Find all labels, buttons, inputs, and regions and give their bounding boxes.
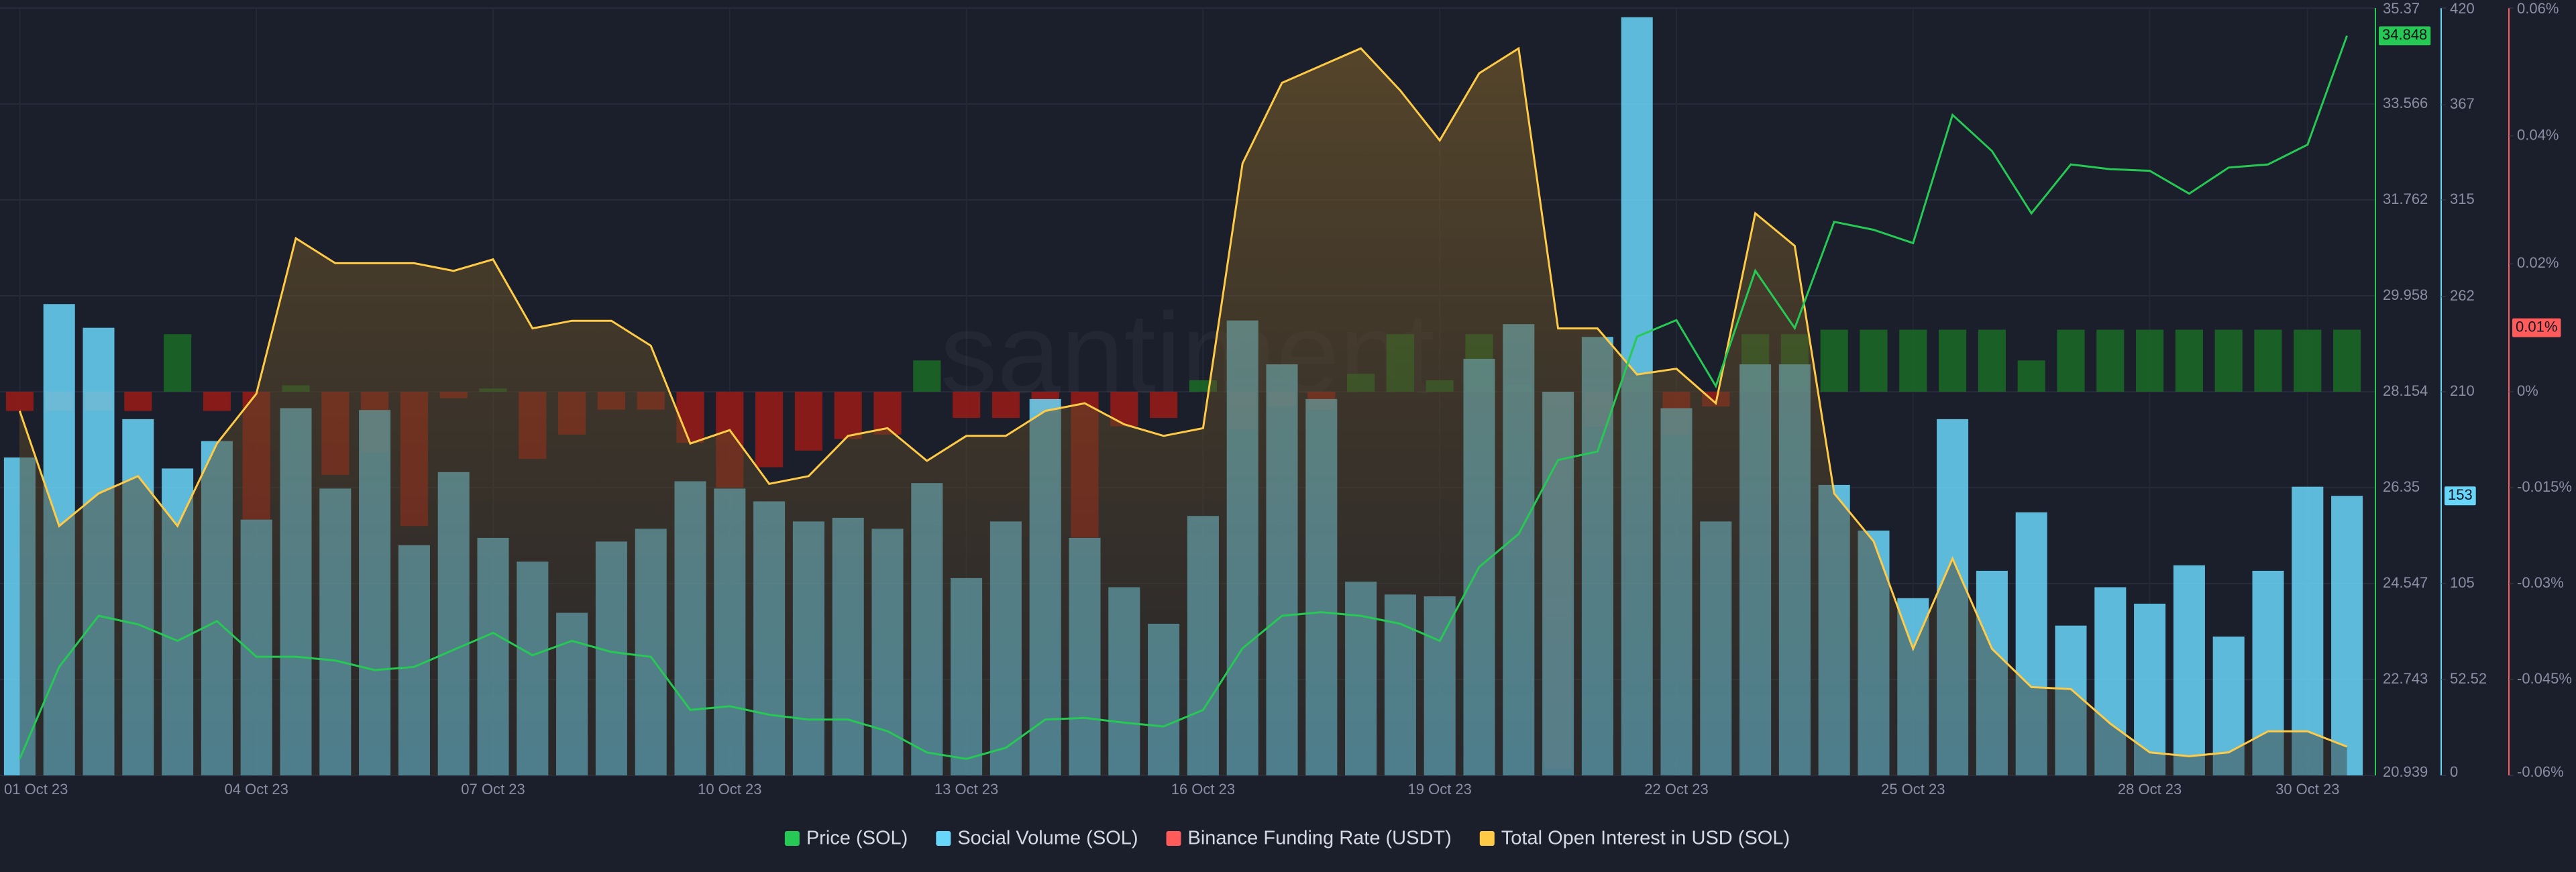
y-tick-label: 28.154 (2383, 382, 2428, 399)
y-tick-label: 26.35 (2383, 478, 2420, 495)
x-tick-label: 04 Oct 23 (225, 781, 288, 798)
funding-bar (2254, 329, 2282, 392)
funding-bar (794, 392, 822, 451)
legend-label: Binance Funding Rate (USDT) (1188, 828, 1452, 849)
current-value-badge (2445, 486, 2476, 506)
volume-bar (2292, 486, 2324, 775)
y-tick-label: 33.566 (2383, 95, 2428, 111)
funding-bar (1860, 329, 1888, 392)
y2-tick-label: 105 (2450, 574, 2475, 591)
funding-bar (2057, 329, 2085, 392)
funding-bar (991, 392, 1020, 419)
y3-tick-label: -0.06% (2517, 763, 2564, 780)
x-tick-label: 01 Oct 23 (4, 781, 68, 798)
y3-tick-label: 0.02% (2517, 254, 2559, 271)
y3-tick-label: -0.015% (2517, 478, 2572, 495)
funding-bar (124, 392, 152, 411)
x-tick-label: 28 Oct 23 (2118, 781, 2182, 798)
y2-tick-label: 0 (2450, 763, 2458, 780)
funding-bar (2294, 329, 2322, 392)
current-value-label: 34.848 (2382, 26, 2427, 43)
y-tick-label: 20.939 (2383, 763, 2428, 780)
y2-tick-label: 420 (2450, 0, 2475, 17)
y-tick-label: 24.547 (2383, 574, 2428, 591)
funding-bar (834, 392, 862, 439)
volume-bar (2173, 565, 2205, 775)
y2-tick-label: 315 (2450, 190, 2475, 207)
legend-label: Price (SOL) (806, 828, 908, 849)
legend-label: Social Volume (SOL) (957, 828, 1138, 849)
legend-swatch (784, 831, 800, 846)
y2-tick-label: 262 (2450, 287, 2475, 304)
funding-bar (203, 392, 231, 411)
x-tick-label: 07 Oct 23 (461, 781, 525, 798)
funding-bar (2214, 329, 2243, 392)
legend-swatch (1166, 831, 1181, 846)
y3-tick-label: 0.06% (2517, 0, 2559, 17)
y-tick-label: 31.762 (2383, 190, 2428, 207)
y2-tick-label: 52.52 (2450, 670, 2487, 687)
funding-bar (5, 392, 34, 411)
funding-bar (953, 392, 981, 419)
funding-bar (913, 360, 941, 392)
x-tick-label: 22 Oct 23 (1644, 781, 1708, 798)
funding-bar (2017, 360, 2045, 392)
y3-tick-label: -0.03% (2517, 574, 2564, 591)
open-interest-area (19, 48, 2347, 776)
y3-tick-label: 0% (2517, 382, 2538, 399)
funding-bar (1820, 329, 1848, 392)
current-value-label: 0.01% (2516, 318, 2557, 335)
funding-bar (1150, 392, 1178, 419)
funding-bar (2333, 329, 2361, 392)
current-value-badge (2512, 318, 2561, 337)
open-interest-line (18, 46, 2348, 757)
funding-bar (1978, 329, 2006, 392)
funding-bar (1899, 329, 1927, 392)
x-tick-label: 19 Oct 23 (1408, 781, 1472, 798)
y-tick-label: 29.958 (2383, 286, 2428, 303)
price-line (19, 35, 2349, 760)
x-tick-label: 30 Oct 23 (2275, 781, 2339, 798)
y3-tick-label: -0.045% (2517, 670, 2572, 687)
x-tick-label: 25 Oct 23 (1881, 781, 1945, 798)
legend-swatch (1479, 831, 1495, 846)
y3-tick-label: 0.04% (2517, 126, 2559, 143)
legend-label: Total Open Interest in USD (SOL) (1501, 828, 1790, 849)
x-tick-label: 16 Oct 23 (1171, 781, 1235, 798)
current-value-badge (2379, 26, 2431, 46)
y2-tick-label: 367 (2450, 95, 2475, 112)
funding-bar (2175, 329, 2203, 392)
funding-bar (1939, 329, 1967, 392)
funding-bar (164, 334, 192, 392)
y-tick-label: 35.37 (2383, 0, 2420, 17)
volume-bar (2331, 496, 2363, 775)
funding-bar (755, 392, 784, 468)
x-tick-label: 10 Oct 23 (698, 781, 761, 798)
funding-bar (2136, 329, 2164, 392)
funding-bar (2096, 329, 2125, 392)
current-value-label: 153 (2448, 486, 2473, 503)
x-tick-label: 13 Oct 23 (934, 781, 998, 798)
y2-tick-label: 210 (2450, 382, 2475, 399)
legend-swatch (936, 831, 951, 846)
y-tick-label: 22.743 (2383, 670, 2428, 687)
